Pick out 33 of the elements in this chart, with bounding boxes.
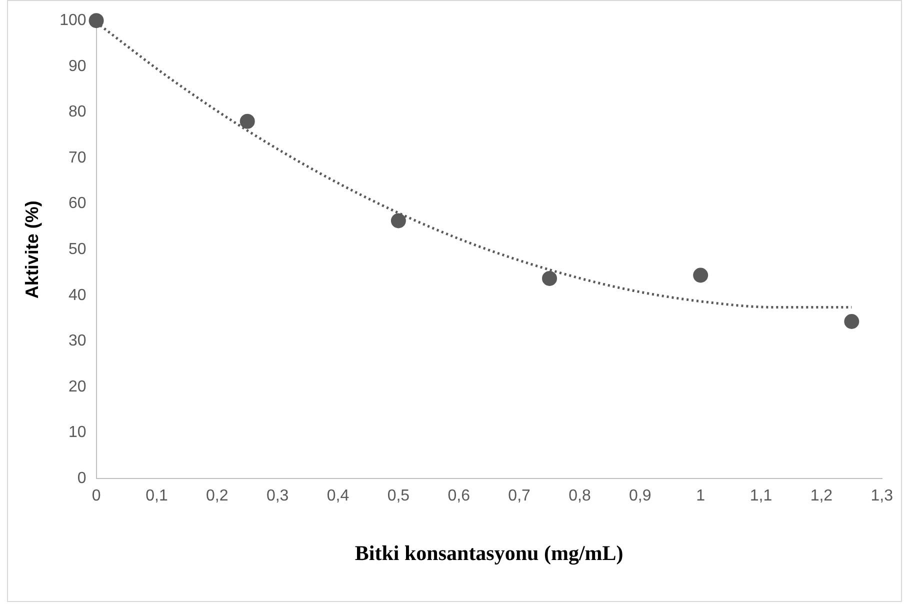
x-tick-label: 0,9 <box>629 488 652 505</box>
x-tick-label: 1,1 <box>750 488 772 505</box>
x-tick-label: 0,4 <box>326 488 350 505</box>
y-tick-label: 50 <box>68 241 86 258</box>
x-tick-label: 1,2 <box>810 488 833 505</box>
point <box>88 13 104 28</box>
x-axis-title: Bitki konsantasyonu (mg/mL) <box>354 540 624 565</box>
x-tick-label: 0 <box>92 488 101 505</box>
y-tick-label: 60 <box>68 195 86 212</box>
y-tick-label: 70 <box>68 149 86 166</box>
y-tick-label: 0 <box>77 470 86 488</box>
point <box>390 213 406 228</box>
x-tick-label: 0,7 <box>508 488 531 505</box>
x-tick-label: 0,8 <box>568 488 591 505</box>
point <box>542 270 558 286</box>
point <box>693 268 708 283</box>
y-tick-label: 90 <box>68 58 86 75</box>
x-tick-label: 1 <box>696 488 706 505</box>
point <box>844 314 860 330</box>
y-tick-label: 10 <box>68 424 86 442</box>
y-axis-title: Aktivite (%) <box>22 200 42 299</box>
y-tick-label: 30 <box>68 332 86 350</box>
y-tick-label: 40 <box>68 286 86 304</box>
y-tick-label: 100 <box>60 12 86 30</box>
x-tick-label: 0,3 <box>266 488 289 505</box>
point <box>240 114 255 129</box>
x-tick-label: 1,3 <box>870 488 894 505</box>
x-tick-label: 0,1 <box>146 488 168 505</box>
x-tick-label: 0,5 <box>387 488 410 505</box>
x-tick-label: 0,2 <box>206 488 228 505</box>
y-tick-label: 80 <box>68 104 86 121</box>
y-tick-label: 20 <box>68 378 86 396</box>
x-tick-label: 0,6 <box>448 488 470 505</box>
